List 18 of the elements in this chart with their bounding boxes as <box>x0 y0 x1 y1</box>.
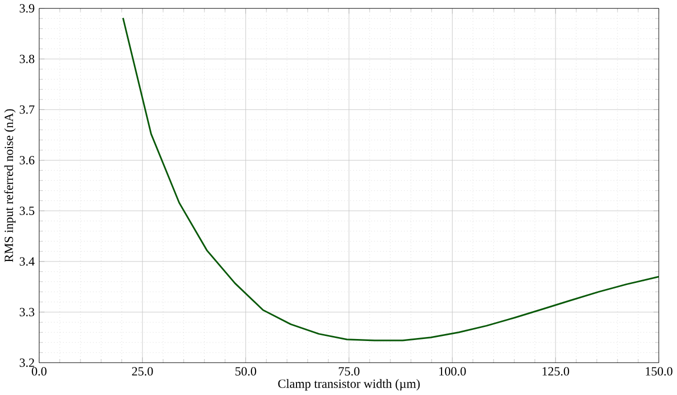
line-series <box>122 17 659 342</box>
y-axis-title: RMS input referred noise (nA) <box>4 109 16 262</box>
y-tick-label: 3.6 <box>20 156 34 165</box>
x-tick-label: 50.0 <box>236 367 256 376</box>
y-tick-label: 3.7 <box>20 106 34 114</box>
x-axis-title: Clamp transistor width (µm) <box>278 379 420 391</box>
x-tick-label: 25.0 <box>132 367 153 376</box>
x-tick-label: 150.0 <box>646 367 672 376</box>
y-tick-label: 3.3 <box>20 308 34 316</box>
x-tick-label: 100.0 <box>439 367 466 376</box>
x-tick-label: 0.0 <box>32 367 46 376</box>
y-tick-label: 3.8 <box>20 54 34 64</box>
y-tick-label: 3.4 <box>20 257 35 266</box>
y-tick-label: 3.2 <box>20 358 34 368</box>
x-tick-label: 125.0 <box>542 367 570 376</box>
y-tick-label: 3.9 <box>20 4 34 13</box>
x-tick-label: 75.0 <box>338 367 360 376</box>
y-tick-label: 3.5 <box>20 206 34 216</box>
